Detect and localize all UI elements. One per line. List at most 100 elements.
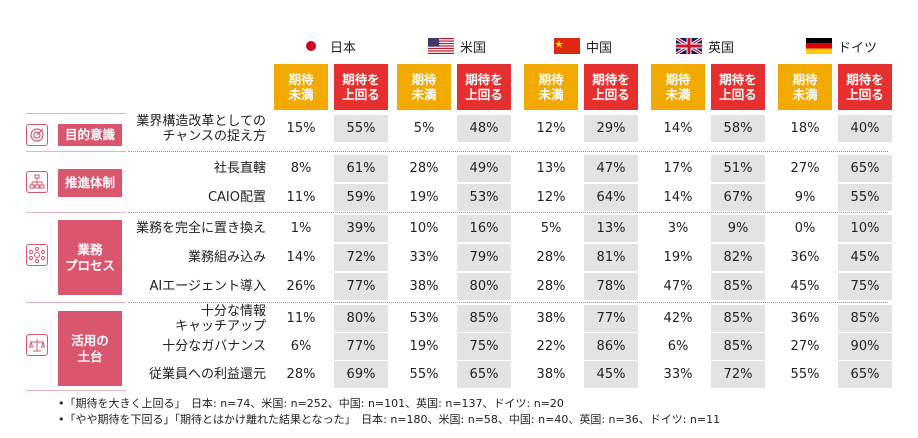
category-separator: [26, 151, 126, 152]
row-label: 社長直轄: [0, 151, 266, 186]
country-name: 英国: [708, 40, 735, 56]
row-label: 業務組み込み: [0, 240, 266, 275]
row-label-text: CAIO配置: [207, 190, 266, 205]
below-value-cell: 18%: [790, 121, 820, 136]
above-value-cell: 10%: [838, 215, 892, 242]
below-value-cell: 42%: [663, 311, 693, 326]
below-value-cell: 6%: [667, 339, 689, 354]
below-value-cell: 6%: [290, 339, 312, 354]
above-value-cell: 9%: [711, 215, 765, 242]
below-value-cell: 33%: [409, 250, 439, 265]
row-label-text: 業務組み込み: [187, 250, 266, 265]
below-value-cell: 9%: [794, 190, 816, 205]
above-value-cell: 77%: [584, 305, 638, 332]
network-icon: [26, 244, 48, 266]
above-value-cell: 75%: [838, 273, 892, 300]
above-value-cell: 77%: [334, 273, 388, 300]
row-label: 業務を完全に置き換え: [0, 211, 266, 246]
below-value-cell: 28%: [536, 279, 566, 294]
below-value-cell: 27%: [790, 161, 820, 176]
above-value-cell: 61%: [334, 155, 388, 182]
above-value-cell: 64%: [584, 184, 638, 211]
country-name: 日本: [330, 40, 357, 56]
above-value-cell: 85%: [457, 305, 511, 332]
usa-flag-icon: [428, 38, 454, 54]
above-value-cell: 59%: [334, 184, 388, 211]
below-value-cell: 5%: [540, 221, 562, 236]
below-value-cell: 55%: [790, 367, 820, 382]
below-value-cell: 45%: [790, 279, 820, 294]
category-separator: [26, 113, 126, 114]
above-expectation-header: 期待を 上回る: [711, 64, 765, 110]
above-value-cell: 77%: [334, 333, 388, 360]
below-value-cell: 11%: [286, 311, 316, 326]
above-value-cell: 29%: [584, 115, 638, 142]
above-expectation-header: 期待を 上回る: [584, 64, 638, 110]
above-expectation-header: 期待を 上回る: [838, 64, 892, 110]
below-value-cell: 0%: [794, 221, 816, 236]
row-label: 従業員への利益還元: [0, 357, 266, 392]
below-value-cell: 53%: [409, 311, 439, 326]
below-expectation-header: 期待 未満: [778, 64, 832, 110]
category-separator: [26, 390, 126, 391]
germany-flag-icon: [806, 38, 832, 54]
above-value-cell: 45%: [838, 244, 892, 271]
row-label-text: 十分なガバナンス: [162, 339, 266, 354]
below-value-cell: 26%: [286, 279, 316, 294]
row-label-text: AIエージェント導入: [149, 279, 266, 294]
above-value-cell: 79%: [457, 244, 511, 271]
group-separator: [128, 151, 888, 152]
country-header: 中国: [554, 36, 612, 56]
country-name: 米国: [460, 40, 487, 56]
row-label: AIエージェント導入: [0, 269, 266, 304]
category-label: 活用の 土台: [58, 311, 122, 386]
category-label: 推進体制: [58, 169, 122, 197]
below-value-cell: 3%: [667, 221, 689, 236]
china-flag-icon: [554, 38, 580, 54]
category-label: 業務 プロセス: [58, 220, 122, 295]
below-value-cell: 13%: [536, 161, 566, 176]
above-value-cell: 80%: [334, 305, 388, 332]
country-header: 日本: [298, 36, 356, 56]
above-value-cell: 67%: [711, 184, 765, 211]
scale-icon: [26, 334, 48, 356]
above-value-cell: 85%: [838, 305, 892, 332]
below-value-cell: 1%: [290, 221, 312, 236]
country-header: ドイツ: [806, 36, 877, 56]
above-value-cell: 53%: [457, 184, 511, 211]
country-name: 中国: [586, 40, 613, 56]
group-separator: [128, 212, 888, 213]
below-value-cell: 55%: [409, 367, 439, 382]
below-value-cell: 14%: [663, 121, 693, 136]
below-value-cell: 38%: [409, 279, 439, 294]
row-label: 業界構造改革としての チャンスの捉え方: [0, 111, 266, 146]
below-expectation-header: 期待 未満: [651, 64, 705, 110]
below-value-cell: 12%: [536, 121, 566, 136]
below-value-cell: 36%: [790, 311, 820, 326]
below-value-cell: 19%: [409, 339, 439, 354]
above-value-cell: 80%: [457, 273, 511, 300]
category-separator: [26, 212, 126, 213]
above-value-cell: 55%: [334, 115, 388, 142]
above-value-cell: 49%: [457, 155, 511, 182]
row-label: 十分な情報 キャッチアップ: [0, 301, 266, 336]
above-value-cell: 69%: [334, 361, 388, 388]
below-value-cell: 22%: [536, 339, 566, 354]
below-value-cell: 19%: [663, 250, 693, 265]
row-label-text: 社長直轄: [213, 161, 266, 176]
below-value-cell: 12%: [536, 190, 566, 205]
above-value-cell: 78%: [584, 273, 638, 300]
below-value-cell: 47%: [663, 279, 693, 294]
below-value-cell: 28%: [286, 367, 316, 382]
org-chart-icon: [26, 171, 48, 193]
above-value-cell: 72%: [334, 244, 388, 271]
row-label: CAIO配置: [0, 180, 266, 215]
below-value-cell: 38%: [536, 311, 566, 326]
above-value-cell: 51%: [711, 155, 765, 182]
below-value-cell: 19%: [409, 190, 439, 205]
row-label-text: 従業員への利益還元: [148, 367, 266, 382]
group-separator: [128, 302, 888, 303]
below-value-cell: 14%: [286, 250, 316, 265]
above-value-cell: 16%: [457, 215, 511, 242]
above-expectation-header: 期待を 上回る: [334, 64, 388, 110]
